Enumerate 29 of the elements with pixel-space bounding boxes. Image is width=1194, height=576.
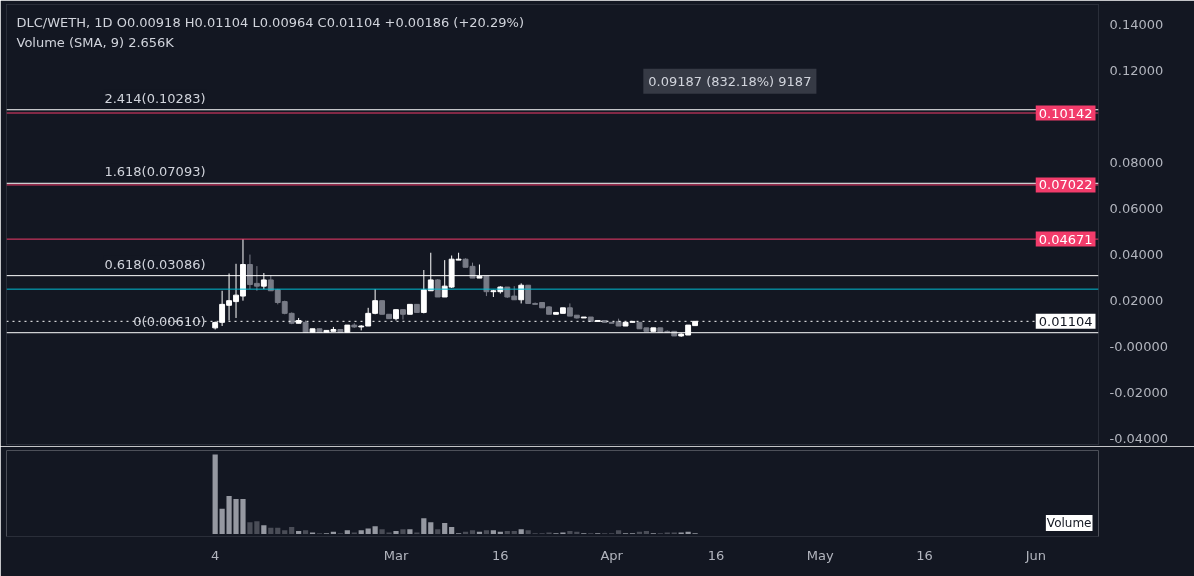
ref-line-label: 1.618(0.07093)	[104, 164, 206, 180]
y-axis-title: Volume	[1046, 516, 1092, 531]
chart-title: Volume (SMA, 9) 2.656K	[16, 35, 175, 50]
y-tick-label: -0.00000	[1109, 339, 1168, 355]
x-tick-label: May	[806, 547, 835, 563]
ref-line-label: 0.07022	[1038, 177, 1093, 193]
ref-line-label: 0.10142	[1038, 105, 1093, 121]
ref-line-label: 0.618(0.03086)	[104, 256, 206, 272]
ref-line-label: 0.01104	[1038, 313, 1093, 329]
annotation: 0.09187 (832.18%) 9187	[648, 73, 812, 89]
x-tick-label: 4	[211, 547, 220, 563]
x-tick-label: Apr	[600, 547, 624, 563]
ref-line-label: 0(0.00610)	[133, 313, 206, 329]
x-tick-label: 16	[916, 547, 933, 563]
y-tick-label: 0.02000	[1109, 293, 1164, 309]
x-tick-label: Jun	[1024, 547, 1047, 563]
x-tick-label: 16	[707, 547, 725, 563]
x-tick-label: Mar	[383, 547, 409, 563]
y-tick-label: 0.08000	[1109, 154, 1164, 170]
y-tick-label: 0.12000	[1109, 62, 1164, 78]
y-tick-label: 0.04000	[1109, 247, 1164, 263]
y-tick-label: -0.02000	[1109, 385, 1168, 401]
y-tick-label: -0.04000	[1109, 431, 1168, 447]
y-tick-label: 0.14000	[1109, 16, 1164, 32]
chart-title: DLC/WETH, 1D O0.00918 H0.01104 L0.00964 C0.01104 +0.00186 (+20.29%)	[16, 15, 524, 30]
x-tick-label: 16	[492, 547, 509, 563]
ref-line-label: 2.414(0.10283)	[104, 90, 206, 106]
ref-line-label: 0.04671	[1038, 231, 1093, 247]
y-tick-label: 0.06000	[1109, 200, 1164, 216]
